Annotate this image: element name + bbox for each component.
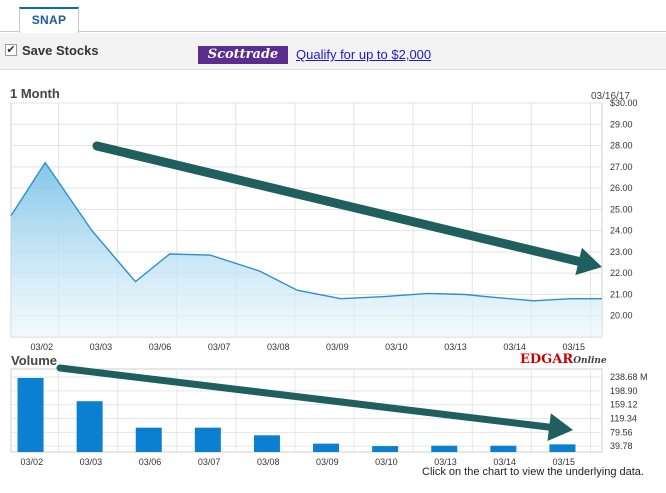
price-y-tick-label: 21.00 (610, 289, 633, 299)
price-y-tick-label: 27.00 (610, 162, 633, 172)
price-x-tick-label: 03/10 (385, 342, 408, 352)
price-y-tick-label: 28.00 (610, 141, 633, 151)
volume-x-tick-label: 03/10 (375, 457, 398, 467)
chart-date: 03/16/17 (591, 91, 630, 102)
volume-trend-arrow-shaft (56, 364, 553, 431)
volume-y-tick-label: 159.12 (610, 400, 638, 410)
chart-title: 1 Month (10, 86, 60, 101)
save-stocks-label[interactable]: Save Stocks (22, 43, 99, 58)
price-y-tick-label: 24.00 (610, 226, 633, 236)
ad-link[interactable]: Qualify for up to $2,000 (296, 47, 432, 62)
volume-x-tick-label: 03/02 (21, 457, 44, 467)
price-y-tick-label: 29.00 (610, 119, 633, 129)
tab-snap[interactable]: SNAP (19, 7, 79, 33)
price-x-tick-label: 03/14 (503, 342, 526, 352)
volume-title: Volume (11, 353, 57, 368)
price-x-tick-label: 03/03 (90, 342, 113, 352)
price-y-tick-label: 22.00 (610, 268, 633, 278)
volume-bar (135, 427, 162, 452)
price-line (10, 161, 602, 302)
volume-y-tick-label: 39.78 (610, 441, 633, 451)
volume-bar (431, 445, 458, 452)
volume-bar (372, 446, 399, 452)
toolbar: ✔ Save Stocks Scottrade Qualify for up t… (0, 33, 666, 70)
volume-x-tick-label: 03/08 (257, 457, 280, 467)
scottrade-logo[interactable]: Scottrade (198, 46, 288, 64)
volume-x-tick-label: 03/13 (434, 457, 457, 467)
volume-y-tick-label: 198.90 (610, 386, 638, 396)
price-y-tick-label: 23.00 (610, 247, 633, 257)
edgar-online-logo[interactable]: EDGAROnline (520, 352, 607, 367)
volume-plot-frame (10, 368, 603, 453)
volume-bar (549, 444, 576, 452)
volume-x-tick-label: 03/03 (80, 457, 103, 467)
price-y-tick-label: 25.00 (610, 204, 633, 214)
volume-x-tick-label: 03/06 (139, 457, 162, 467)
price-x-tick-label: 03/07 (208, 342, 231, 352)
price-area (11, 162, 602, 337)
tab-bar: SNAP (0, 0, 666, 33)
price-x-tick-label: 03/06 (149, 342, 172, 352)
volume-y-tick-label: 119.34 (610, 414, 637, 424)
price-trend-arrow-shaft (92, 141, 584, 266)
volume-bar (253, 435, 280, 452)
volume-bar (17, 377, 44, 452)
volume-x-tick-label: 03/09 (316, 457, 339, 467)
save-stocks-checkbox[interactable]: ✔ (5, 44, 17, 56)
price-x-tick-label: 03/02 (31, 342, 54, 352)
volume-x-tick-label: 03/14 (493, 457, 516, 467)
volume-bar (76, 401, 103, 452)
price-x-tick-label: 03/09 (326, 342, 349, 352)
volume-bar (313, 443, 340, 452)
price-x-tick-label: 03/15 (562, 342, 585, 352)
price-trend-arrow-head (575, 247, 602, 276)
volume-x-tick-label: 03/07 (198, 457, 221, 467)
price-x-tick-label: 03/13 (444, 342, 467, 352)
volume-bar (490, 445, 517, 452)
volume-bar (194, 427, 221, 452)
volume-trend-arrow-head (547, 413, 573, 442)
chart-footnote: Click on the chart to view the underlyin… (422, 466, 644, 478)
price-y-tick-label: 26.00 (610, 183, 633, 193)
volume-y-tick-label: 79.56 (610, 427, 633, 437)
volume-y-tick-label: 238.68 M (610, 372, 648, 382)
price-x-tick-label: 03/08 (267, 342, 290, 352)
edgar-logo-main: EDGAR (520, 352, 574, 367)
volume-x-tick-label: 03/15 (552, 457, 575, 467)
price-y-tick-label: $30.00 (610, 98, 638, 108)
edgar-logo-sub: Online (573, 356, 607, 366)
price-y-tick-label: 20.00 (610, 311, 633, 321)
